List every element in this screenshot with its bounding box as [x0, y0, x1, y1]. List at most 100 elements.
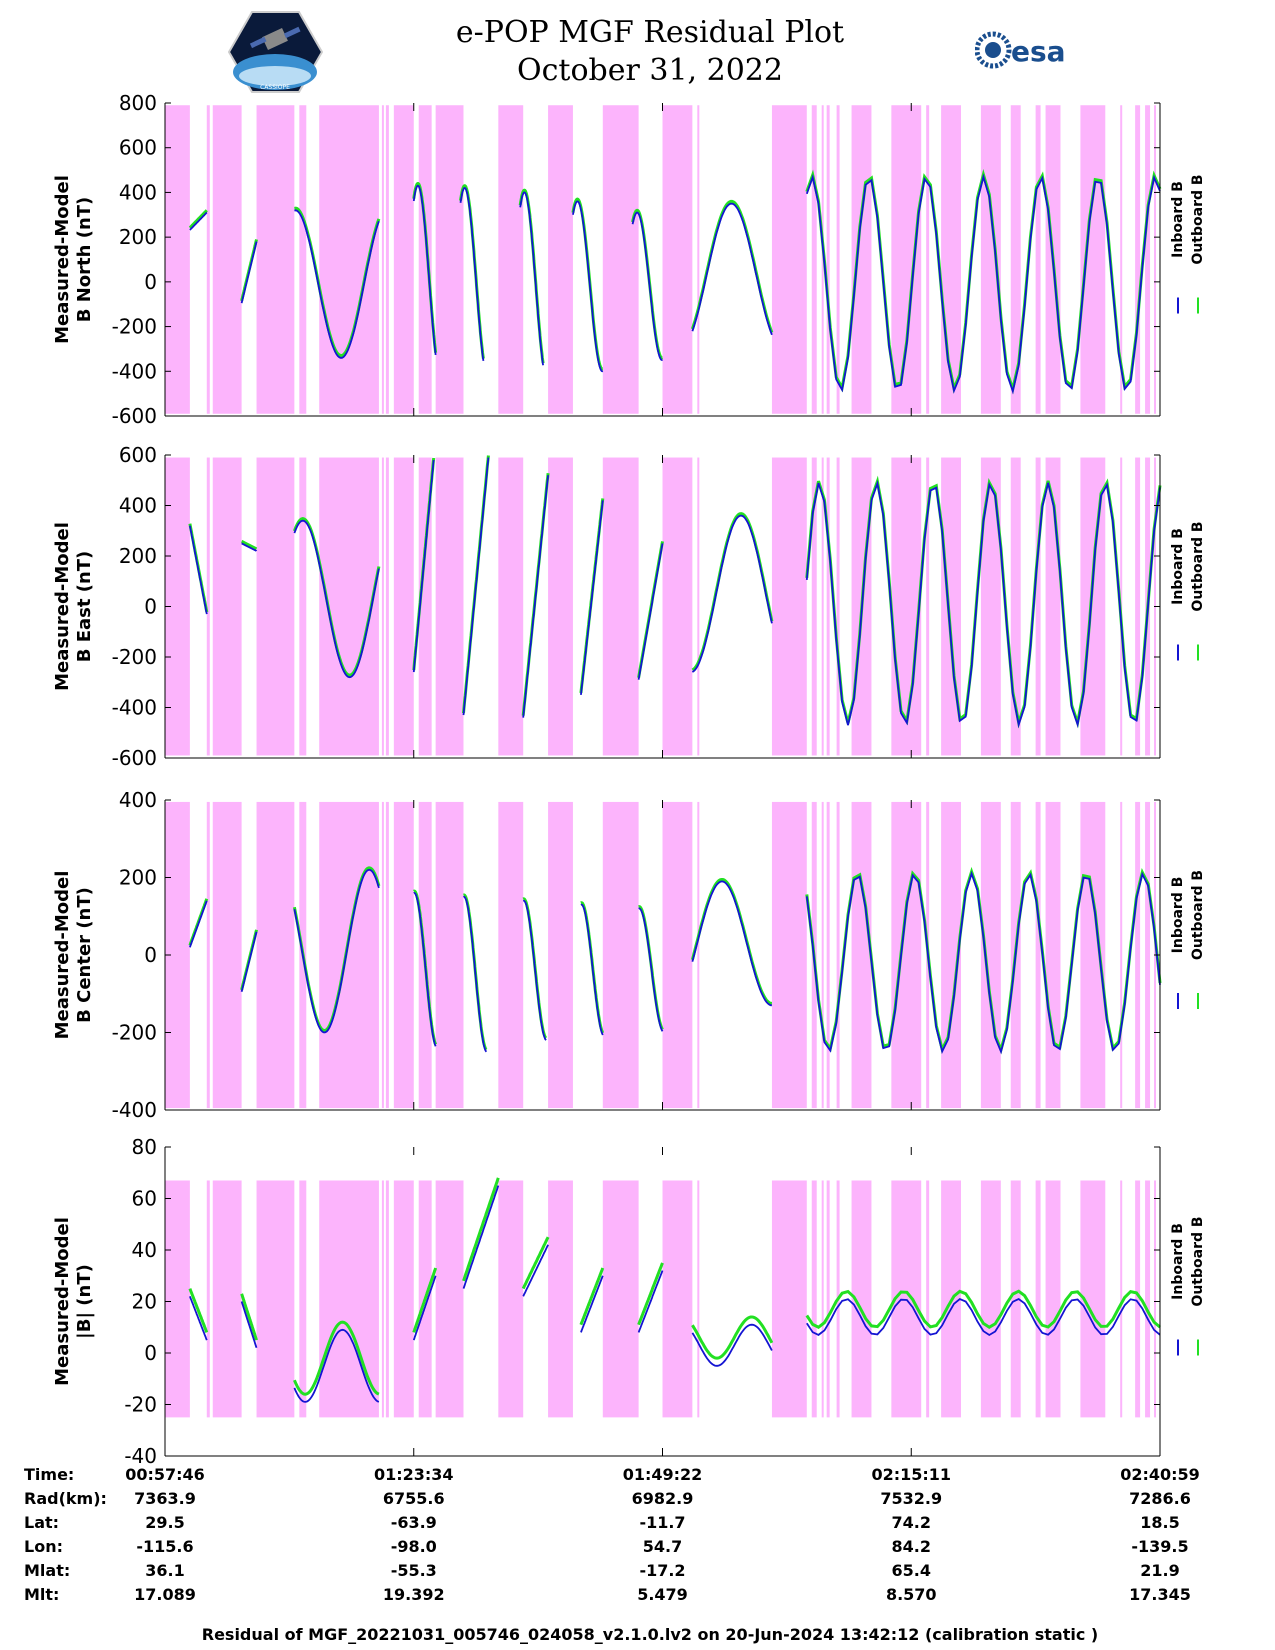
eclipse-span [821, 1180, 824, 1418]
y-tick-label: 0 [144, 1341, 157, 1365]
eclipse-span [602, 801, 639, 1109]
eclipse-span [826, 801, 830, 1109]
legend-inboard-label: Inboard B [1170, 1223, 1186, 1300]
eclipse-span [435, 105, 464, 414]
legend-outboard-label: Outboard B [1190, 174, 1206, 264]
eclipse-span [548, 801, 573, 1109]
info-label: Lon: [24, 1537, 63, 1556]
legend-inboard-label: Inboard B [1170, 181, 1186, 258]
eclipse-span [662, 1180, 693, 1418]
eclipse-span [851, 105, 872, 414]
esa-logo: esa [975, 31, 1065, 69]
eclipse-span [821, 801, 824, 1109]
eclipse-span [256, 1180, 295, 1418]
eclipse-span [771, 457, 807, 756]
y-tick-label: 60 [132, 1187, 157, 1211]
outboard-b-line [521, 1236, 550, 1290]
eclipse-span [836, 457, 840, 756]
y-tick-label: 0 [144, 270, 157, 294]
eclipse-span [1035, 801, 1041, 1109]
svg-text:esa: esa [1011, 35, 1065, 68]
inboard-b-line [691, 202, 773, 336]
panel-3: 400 200 0 -200 -400 Measured-ModelB Center (n… [52, 788, 1206, 1122]
eclipse-span [393, 457, 414, 756]
eclipse-span [418, 105, 432, 414]
eclipse-span [1010, 1180, 1021, 1418]
outboard-b-line [690, 199, 774, 334]
legend-inboard-label: Inboard B [1170, 877, 1186, 954]
inboard-b-line [691, 1323, 773, 1367]
eclipse-span [851, 1180, 872, 1418]
outboard-b-line [571, 197, 604, 371]
legend-outboard-label: Outboard B [1190, 1216, 1206, 1306]
y-tick-label: 200 [119, 225, 157, 249]
inboard-b-line [580, 500, 604, 696]
y-axis-label-line: Measured-Model [52, 175, 73, 344]
orbit-info-table: Time: 00:57:46 01:23:34 01:49:22 02:15:11 02:… [24, 1465, 1264, 1609]
eclipse-span [1120, 801, 1123, 1109]
eclipse-span [1120, 1180, 1123, 1418]
eclipse-span [418, 457, 432, 756]
eclipse-span [206, 1180, 210, 1418]
info-value: 02:15:11 [871, 1465, 952, 1484]
inboard-b-line [806, 1297, 1161, 1337]
eclipse-span [926, 1180, 930, 1418]
eclipse-span [1154, 105, 1157, 414]
y-axis-label-line: Measured-Model [52, 522, 73, 691]
info-value: -115.6 [136, 1537, 194, 1556]
eclipse-span [319, 801, 379, 1109]
info-row: Mlt: 17.089 19.392 5.479 8.570 17.345 [24, 1585, 1264, 1609]
info-value: 21.9 [1140, 1561, 1180, 1580]
legend-outboard-label: Outboard B [1190, 870, 1206, 960]
inboard-b-line [294, 209, 380, 359]
eclipse-span [206, 457, 210, 756]
outboard-b-line [188, 1288, 209, 1333]
eclipse-span [435, 1180, 464, 1418]
outboard-b-line [579, 1267, 605, 1326]
eclipse-span [697, 1180, 700, 1418]
eclipse-span [498, 801, 524, 1109]
eclipse-span [771, 105, 807, 414]
y-tick-label: 200 [119, 866, 157, 890]
cassiope-logo: CASSIOPE [228, 11, 323, 93]
eclipse-span [299, 105, 307, 414]
eclipse-span [602, 457, 639, 756]
outboard-b-line [412, 1267, 438, 1333]
info-value: -98.0 [390, 1537, 437, 1556]
plot-title: e-POP MGF Residual Plot October 31, 2022 [0, 14, 1275, 90]
eclipse-span [1135, 105, 1141, 414]
eclipse-span [771, 801, 807, 1109]
eclipse-span [1010, 105, 1021, 414]
y-tick-label: -20 [124, 1393, 157, 1417]
y-tick-label: 800 [119, 91, 157, 115]
eclipse-span [393, 801, 414, 1109]
info-row: Rad(km): 7363.9 6755.6 6982.9 7532.9 7286.6 [24, 1489, 1264, 1513]
info-row: Lon: -115.6 -98.0 54.7 84.2 -139.5 [24, 1537, 1264, 1561]
y-tick-label: -400 [112, 1098, 157, 1122]
info-value: 17.345 [1129, 1585, 1191, 1604]
inboard-b-line [805, 479, 1161, 729]
y-axis-label-line: |B| (nT) [74, 1264, 95, 1339]
eclipse-span [548, 1180, 573, 1418]
inboard-b-line [638, 907, 664, 1032]
inboard-b-line [805, 173, 1161, 395]
info-label: Rad(km): [24, 1489, 107, 1508]
y-tick-label: 600 [119, 443, 157, 467]
info-value: 19.392 [382, 1585, 445, 1604]
y-axis-label-line: B Center (nT) [74, 887, 95, 1023]
eclipse-span [980, 801, 1001, 1109]
eclipse-span [941, 801, 961, 1109]
info-value: -55.3 [390, 1561, 437, 1580]
info-value: 84.2 [891, 1537, 931, 1556]
y-tick-label: -40 [124, 1444, 157, 1465]
title-line-2: October 31, 2022 [517, 53, 783, 88]
eclipse-span [697, 105, 700, 414]
outboard-b-line [462, 1177, 500, 1282]
info-value: -11.7 [639, 1513, 686, 1532]
inboard-b-line [462, 457, 490, 716]
y-tick-label: -200 [112, 645, 157, 669]
info-value: 54.7 [642, 1537, 683, 1556]
y-axis-label-line: Measured-Model [52, 1217, 73, 1386]
outboard-b-line [293, 1320, 380, 1396]
y-tick-label: -600 [112, 404, 157, 428]
